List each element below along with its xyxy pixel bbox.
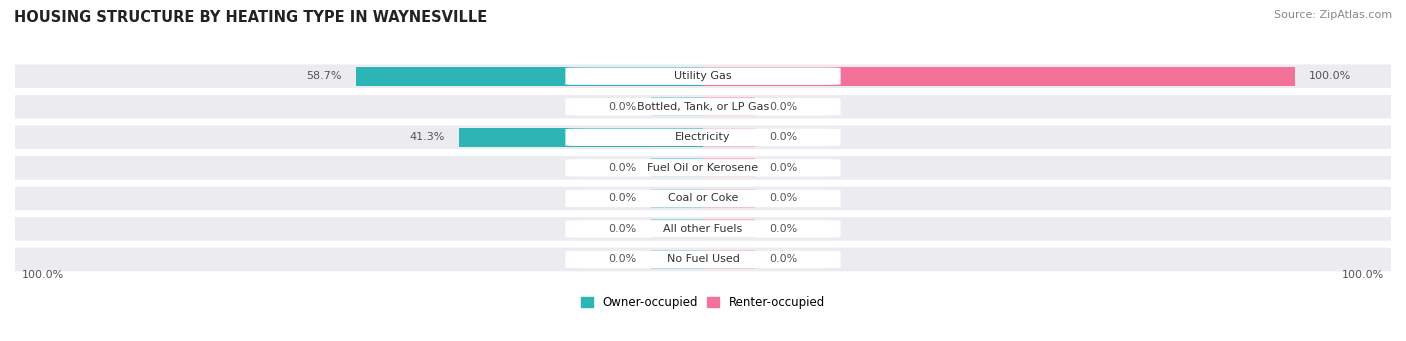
FancyBboxPatch shape <box>565 251 841 268</box>
Text: 0.0%: 0.0% <box>769 132 797 142</box>
Bar <box>651 189 703 208</box>
FancyBboxPatch shape <box>1 64 1405 88</box>
FancyBboxPatch shape <box>1 156 1405 180</box>
Bar <box>651 250 703 269</box>
Text: No Fuel Used: No Fuel Used <box>666 254 740 265</box>
FancyBboxPatch shape <box>1 95 1405 119</box>
Bar <box>703 189 755 208</box>
Text: Coal or Coke: Coal or Coke <box>668 193 738 204</box>
Bar <box>703 250 755 269</box>
Text: 0.0%: 0.0% <box>609 102 637 112</box>
FancyBboxPatch shape <box>565 159 841 177</box>
FancyBboxPatch shape <box>565 190 841 207</box>
FancyBboxPatch shape <box>565 98 841 116</box>
Bar <box>356 67 703 86</box>
Bar <box>703 128 755 147</box>
Bar <box>651 97 703 116</box>
Bar <box>651 220 703 238</box>
Text: Fuel Oil or Kerosene: Fuel Oil or Kerosene <box>647 163 759 173</box>
FancyBboxPatch shape <box>565 129 841 146</box>
Bar <box>703 67 1295 86</box>
Bar <box>458 128 703 147</box>
Text: 0.0%: 0.0% <box>609 163 637 173</box>
Text: Source: ZipAtlas.com: Source: ZipAtlas.com <box>1274 10 1392 20</box>
FancyBboxPatch shape <box>1 125 1405 149</box>
Text: 58.7%: 58.7% <box>307 71 342 81</box>
Text: 100.0%: 100.0% <box>1341 270 1384 280</box>
Bar <box>703 159 755 177</box>
Text: 0.0%: 0.0% <box>769 254 797 265</box>
Text: 0.0%: 0.0% <box>609 193 637 204</box>
Text: 0.0%: 0.0% <box>609 224 637 234</box>
Text: 41.3%: 41.3% <box>409 132 444 142</box>
FancyBboxPatch shape <box>1 248 1405 271</box>
Bar <box>703 97 755 116</box>
Text: 0.0%: 0.0% <box>769 193 797 204</box>
Text: 100.0%: 100.0% <box>22 270 65 280</box>
Legend: Owner-occupied, Renter-occupied: Owner-occupied, Renter-occupied <box>576 291 830 314</box>
Bar <box>703 220 755 238</box>
Text: 0.0%: 0.0% <box>769 102 797 112</box>
FancyBboxPatch shape <box>565 220 841 238</box>
FancyBboxPatch shape <box>1 217 1405 241</box>
Text: 100.0%: 100.0% <box>1309 71 1351 81</box>
Text: 0.0%: 0.0% <box>769 163 797 173</box>
Text: Electricity: Electricity <box>675 132 731 142</box>
Text: 0.0%: 0.0% <box>769 224 797 234</box>
Text: Bottled, Tank, or LP Gas: Bottled, Tank, or LP Gas <box>637 102 769 112</box>
Text: All other Fuels: All other Fuels <box>664 224 742 234</box>
Text: 0.0%: 0.0% <box>609 254 637 265</box>
Bar <box>651 159 703 177</box>
FancyBboxPatch shape <box>1 187 1405 210</box>
Text: Utility Gas: Utility Gas <box>675 71 731 81</box>
FancyBboxPatch shape <box>565 68 841 85</box>
Text: HOUSING STRUCTURE BY HEATING TYPE IN WAYNESVILLE: HOUSING STRUCTURE BY HEATING TYPE IN WAY… <box>14 10 488 25</box>
